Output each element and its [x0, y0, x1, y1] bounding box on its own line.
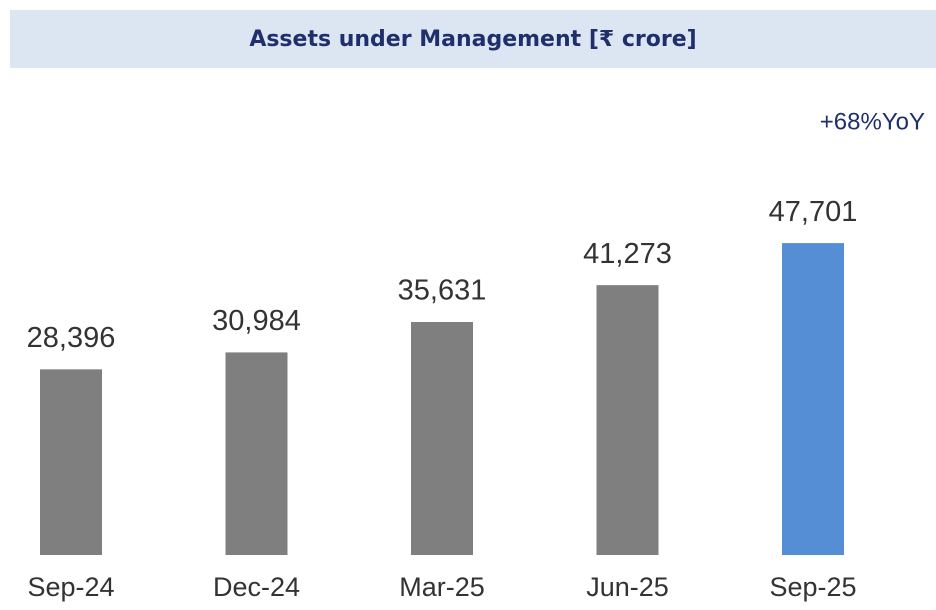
value-label: 35,631 — [398, 275, 487, 307]
chart-title: Assets under Management [₹ crore] — [249, 27, 696, 52]
x-tick-label: Sep-25 — [769, 572, 856, 602]
value-label: 28,396 — [27, 322, 116, 354]
bar — [782, 243, 844, 556]
bar — [411, 322, 473, 555]
bar — [225, 352, 288, 555]
x-tick-label: Jun-25 — [586, 572, 669, 602]
value-label: 47,701 — [769, 196, 858, 228]
x-tick-label: Dec-24 — [213, 572, 300, 602]
bar — [596, 285, 659, 555]
value-label: 30,984 — [212, 305, 301, 337]
annotation: +68%YoY — [820, 108, 925, 135]
value-label: 41,273 — [583, 238, 672, 270]
bar — [40, 369, 102, 555]
title-band — [10, 10, 936, 68]
x-tick-label: Sep-24 — [27, 572, 114, 602]
x-tick-label: Mar-25 — [399, 572, 485, 602]
